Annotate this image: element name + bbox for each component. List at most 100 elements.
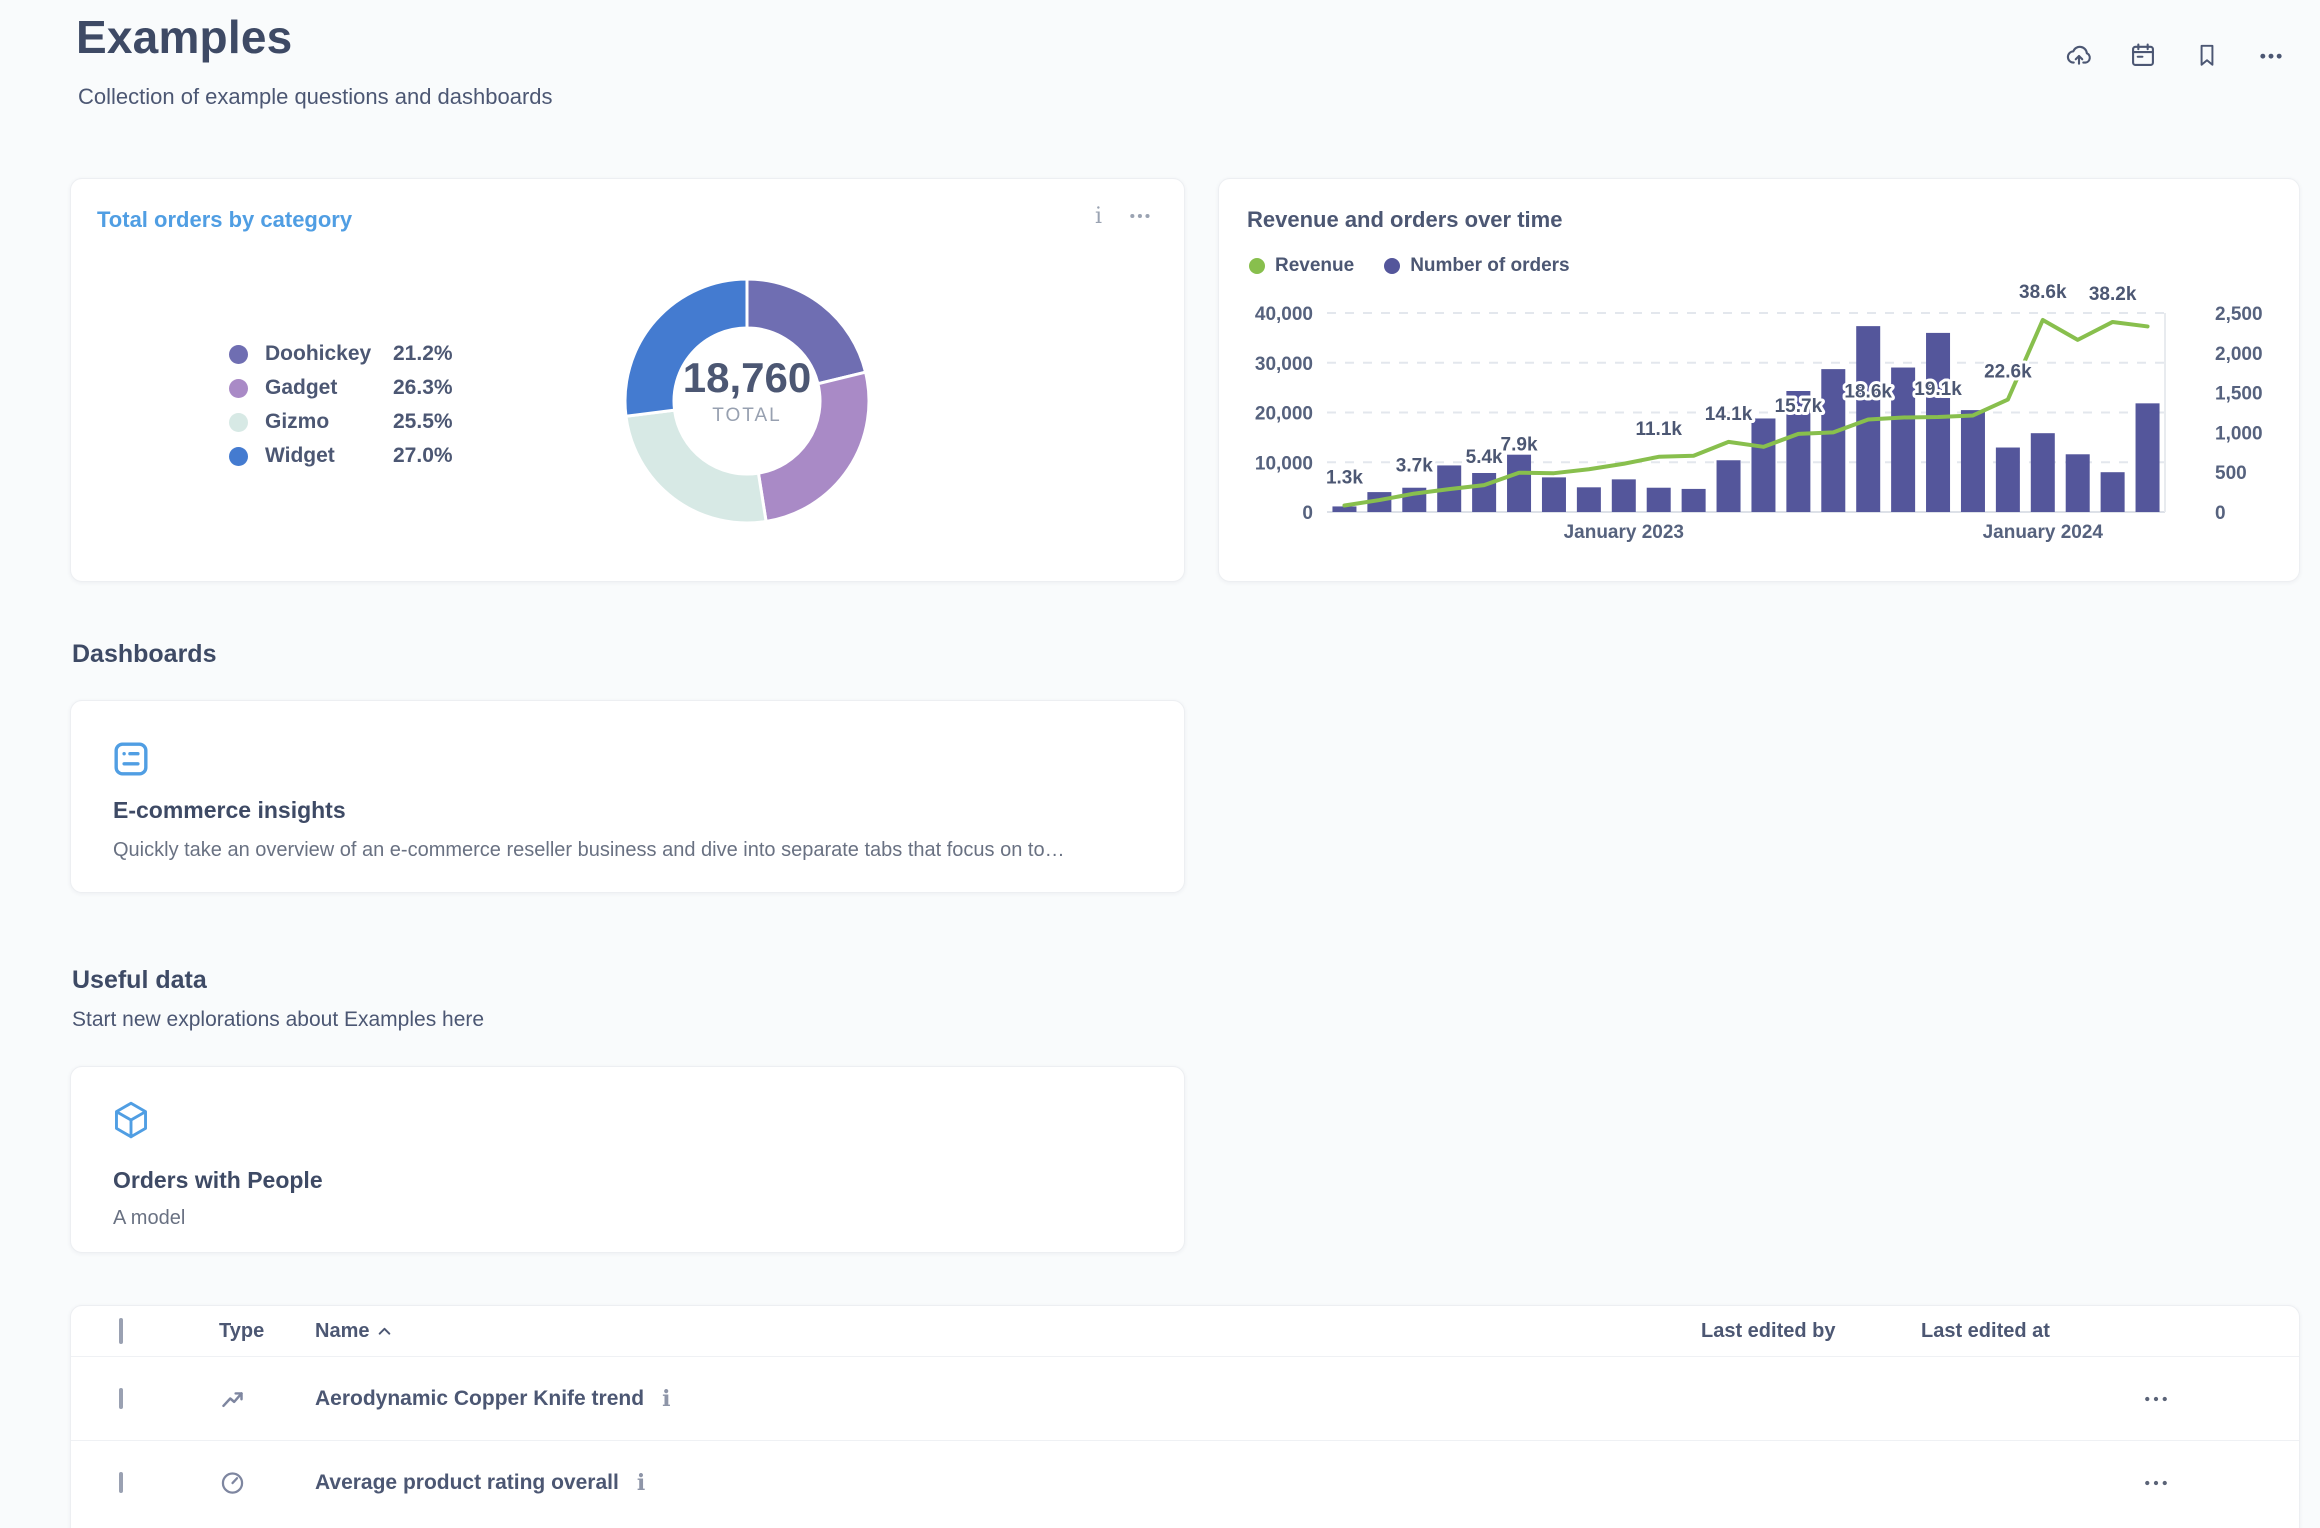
table-row[interactable]: Aerodynamic Copper Knife trend i [71,1356,2299,1440]
orders-bar[interactable] [2030,433,2055,512]
model-icon [113,1101,149,1144]
revenue-point-label: 11.1k [1635,419,1682,440]
orders-bar[interactable] [1611,479,1636,512]
revenue-point-label: 18.6k [1844,381,1892,402]
right-axis-tick: 1,500 [2215,384,2263,405]
collection-menu-button[interactable] [2250,34,2292,76]
revenue-point-label: 1.3k [1326,468,1363,489]
right-axis-tick: 500 [2215,463,2247,484]
donut-slice-gizmo[interactable] [624,408,768,525]
combo-card-title[interactable]: Revenue and orders over time [1247,207,1563,232]
legend-label[interactable]: Widget [265,444,335,467]
donut-slice-doohickey[interactable] [745,277,868,386]
dashboard-card-ecommerce[interactable]: E-commerce insights Quickly take an over… [70,700,1185,893]
legend-percent: 27.0% [393,444,453,467]
orders-bar[interactable] [1821,369,1846,512]
table-row[interactable]: Average product rating overall i [71,1440,2299,1524]
item-name-link[interactable]: Aerodynamic Copper Knife trend [315,1386,645,1410]
revenue-line[interactable] [1342,317,2150,508]
legend-dot [229,446,248,466]
revenue-point-label: 5.4k [1466,447,1503,468]
row-checkbox[interactable] [119,1471,123,1493]
donut-chart[interactable] [621,275,873,527]
upload-button[interactable] [2058,34,2100,76]
cloud-upload-icon [2066,45,2091,65]
useful-data-subheading: Start new explorations about Examples he… [72,1008,485,1031]
model-card-orders-with-people[interactable]: Orders with People A model [70,1066,1185,1253]
model-card-title[interactable]: Orders with People [113,1167,323,1193]
legend-percent: 25.5% [393,410,453,433]
model-card-description: A model [113,1207,186,1229]
pie-card-title[interactable]: Total orders by category [97,207,353,232]
select-all-checkbox[interactable] [119,1317,123,1344]
gauge-icon [221,1472,244,1494]
legend-label[interactable]: Doohickey [265,342,372,365]
orders-bar[interactable] [2065,454,2090,512]
column-header-last-edited-at[interactable]: Last edited at [1921,1319,2050,1342]
useful-data-heading: Useful data [72,966,207,994]
x-axis-label: January 2023 [1564,522,1684,543]
bookmark-button[interactable] [2186,34,2228,76]
orders-bar[interactable] [1472,472,1497,512]
row-checkbox[interactable] [119,1387,123,1409]
legend-item-orders[interactable]: Number of orders [1384,255,1570,277]
legend-label[interactable]: Gizmo [265,410,330,433]
page-subtitle: Collection of example questions and dash… [78,84,553,109]
header-actions [2058,34,2292,76]
pie-legend: Doohickey 21.2% Gadget 26.3% Gizmo 25.5%… [229,337,453,473]
bookmark-icon [2200,44,2214,66]
orders-bar[interactable] [1332,506,1357,512]
legend-dot [229,412,248,432]
left-axis-tick: 20,000 [1255,404,1313,425]
combo-dashcard: Revenue and orders over time Revenue Num… [1218,178,2300,582]
donut-slice-gadget[interactable] [756,370,871,523]
legend-item: Widget 27.0% [229,439,453,473]
orders-bar[interactable] [1541,477,1566,512]
legend-item: Gizmo 25.5% [229,405,453,439]
combo-chart[interactable]: 0 10,000 20,000 30,000 40,000 0 500 1,000 1,500 2… [1219,179,2301,583]
legend-label: Number of orders [1410,255,1570,276]
left-axis-tick: 0 [1302,503,1313,524]
info-icon[interactable]: i [662,1385,671,1412]
legend-dot [1384,258,1401,274]
orders-bar[interactable] [1960,410,1985,512]
dashboard-icon [113,741,149,782]
left-axis-tick: 10,000 [1255,453,1313,474]
orders-bar[interactable] [1681,488,1706,512]
orders-bar[interactable] [1751,418,1776,512]
calendar-icon [2132,43,2154,66]
items-table: Type Name Last edited by Last edited at [70,1305,2300,1528]
legend-dot [1249,258,1265,274]
legend-dot [229,344,248,364]
donut-slice-widget[interactable] [623,277,749,418]
orders-bar[interactable] [1891,367,1916,512]
ellipsis-icon[interactable] [1128,203,1154,229]
info-icon[interactable]: i [636,1469,646,1496]
events-button[interactable] [2122,34,2164,76]
orders-bar[interactable] [1716,460,1741,512]
orders-bar[interactable] [1646,487,1671,512]
column-header-type[interactable]: Type [219,1319,265,1342]
orders-bar[interactable] [1786,391,1811,512]
info-icon[interactable]: i [1094,203,1102,229]
orders-bar[interactable] [1576,487,1601,512]
legend-percent: 21.2% [393,342,453,365]
legend-item: Gadget 26.3% [229,371,453,405]
column-header-name[interactable]: Name [315,1320,392,1343]
orders-bar[interactable] [1926,332,1951,512]
legend-item-revenue[interactable]: Revenue [1249,255,1354,277]
row-menu-ellipsis-icon[interactable] [2141,1468,2171,1498]
legend-item: Doohickey 21.2% [229,337,453,371]
column-header-last-edited-by[interactable]: Last edited by [1701,1319,1836,1342]
orders-bar[interactable] [1507,454,1532,512]
legend-label[interactable]: Gadget [265,376,338,399]
orders-bar[interactable] [2135,403,2160,512]
item-name-link[interactable]: Average product rating overall [315,1470,619,1494]
orders-bar[interactable] [1995,447,2020,512]
orders-bar[interactable] [2100,472,2125,512]
page-title: Examples [76,11,293,63]
dashboard-card-title[interactable]: E-commerce insights [113,797,346,823]
legend-dot [229,378,248,398]
row-menu-ellipsis-icon[interactable] [2141,1384,2171,1414]
